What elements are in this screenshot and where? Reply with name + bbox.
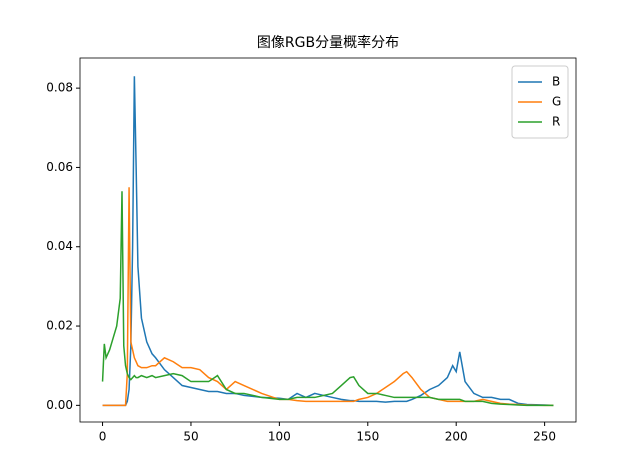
series-line [102,76,554,407]
x-tick-label: 0 [99,430,107,444]
chart-title: 图像RGB分量概率分布 [257,34,399,51]
y-tick-label: 0.04 [46,239,73,253]
y-tick-label: 0.06 [46,160,73,174]
y-tick-label: 0.08 [46,81,73,95]
x-tick-label: 150 [356,430,379,444]
legend-label: G [552,95,561,109]
y-tick-label: 0.00 [46,398,73,412]
x-tick-label: 250 [533,430,556,444]
x-tick-label: 50 [183,430,198,444]
x-tick-label: 200 [445,430,468,444]
legend-label: B [552,75,560,89]
series-line [102,187,554,407]
x-tick-label: 100 [268,430,291,444]
series-line [101,191,554,407]
y-tick-label: 0.02 [46,319,73,333]
plot-frame [79,57,577,423]
legend-label: R [552,115,560,129]
